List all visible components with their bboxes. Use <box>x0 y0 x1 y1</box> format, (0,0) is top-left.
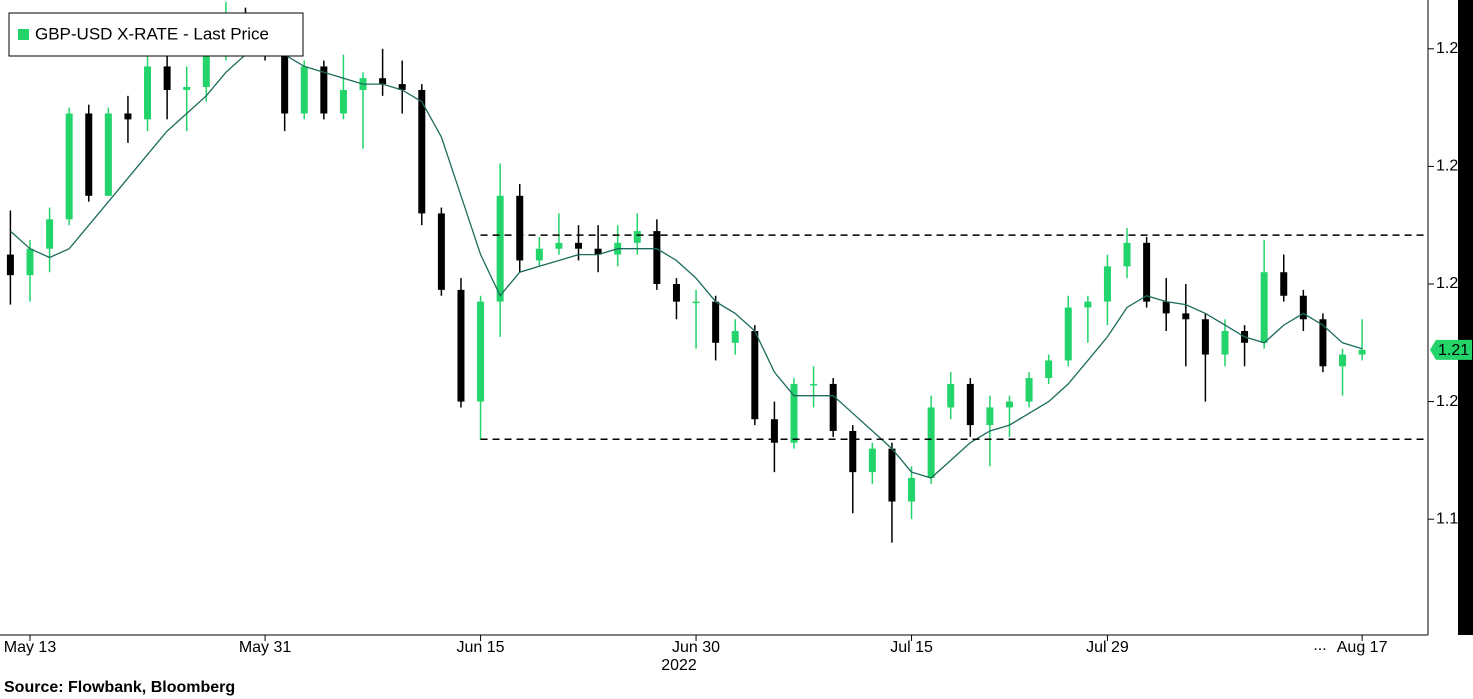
candle-body <box>202 48 210 88</box>
candle-body <box>908 478 916 502</box>
candle-body <box>535 248 543 261</box>
candle-body <box>300 66 308 114</box>
candle-body <box>1182 313 1190 320</box>
candle-body <box>888 448 896 502</box>
x-tick-label: Jun 15 <box>457 639 505 656</box>
candle-body <box>966 383 974 426</box>
candle-body <box>1025 378 1033 402</box>
candle-body <box>829 383 837 431</box>
legend: GBP-USD X-RATE - Last Price <box>8 12 304 57</box>
candle-body <box>1221 331 1229 355</box>
candle-body <box>1143 242 1151 302</box>
candle-body <box>124 113 132 120</box>
candle-body <box>770 419 778 443</box>
candle-body <box>339 89 347 114</box>
candle-body <box>633 231 641 243</box>
candle-body <box>1123 242 1131 267</box>
candle-body <box>457 289 465 402</box>
candle-body <box>516 195 524 261</box>
candle-body <box>379 78 387 85</box>
candle-body <box>1005 401 1013 408</box>
candle-body <box>183 87 191 90</box>
candle-body <box>1201 319 1209 355</box>
candle-body <box>712 301 720 343</box>
x-tick-label: May 31 <box>239 639 292 656</box>
candle-body <box>986 407 994 426</box>
legend-box <box>8 12 304 57</box>
x-tick-label: Aug 17 <box>1337 639 1388 656</box>
candle-body <box>1084 301 1092 308</box>
candle-body <box>320 66 328 114</box>
legend-label: GBP-USD X-RATE - Last Price <box>35 24 269 43</box>
candle-body <box>672 283 680 302</box>
candle-body <box>477 301 485 402</box>
candle-body <box>437 213 445 290</box>
candle-body <box>6 254 14 276</box>
x-tick-label: Jul 29 <box>1086 639 1129 656</box>
plot-area <box>6 1 1428 543</box>
candle-body <box>104 113 112 196</box>
source: Source: Flowbank, Bloomberg <box>4 679 235 696</box>
last-price-tag <box>1430 339 1472 360</box>
candle-body <box>947 383 955 408</box>
candle-body <box>1260 272 1268 343</box>
candle-body <box>790 383 798 443</box>
candle-body <box>575 242 583 249</box>
candle-body <box>496 195 504 302</box>
y-tick-label: 1.22 <box>1436 275 1467 292</box>
candle-body <box>810 383 818 386</box>
candle-body <box>281 54 289 114</box>
x-tick-label: Jul 15 <box>890 639 933 656</box>
candle-body <box>1045 360 1053 379</box>
candle-body <box>163 66 171 90</box>
candle-body <box>1299 295 1307 320</box>
x-tick-label: May 13 <box>4 639 57 656</box>
candle-body <box>398 84 406 90</box>
last-price-label: 1.21 <box>1438 342 1469 359</box>
right-strip <box>1458 0 1473 635</box>
candle-body <box>927 407 935 479</box>
candle-body <box>1319 319 1327 367</box>
candle-body <box>849 430 857 473</box>
candle-body <box>1358 349 1366 355</box>
candle-body <box>1162 301 1170 314</box>
candle-body <box>731 331 739 343</box>
gap-marker: ... <box>1313 637 1326 654</box>
candle-body <box>555 242 563 249</box>
candle-body <box>1064 307 1072 361</box>
candle-body <box>1280 272 1288 296</box>
y-tick-label: 1.26 <box>1436 40 1467 57</box>
x-tick-label: Jun 30 <box>672 639 720 656</box>
y-tick-label: 1.18 <box>1436 510 1467 527</box>
candle-body <box>653 231 661 284</box>
moving-average <box>9 48 1363 479</box>
candle-body <box>751 331 759 420</box>
candle-body <box>26 248 34 276</box>
y-tick-label: 1.20 <box>1436 393 1467 410</box>
candle-body <box>144 66 152 120</box>
candle-body <box>85 113 93 196</box>
candle-body <box>46 219 54 249</box>
y-tick-label: 1.24 <box>1436 158 1467 175</box>
legend-swatch <box>18 29 29 40</box>
candle-body <box>1339 354 1347 367</box>
candle-body <box>65 113 73 220</box>
candle-body <box>692 301 700 304</box>
candle-body <box>1103 266 1111 302</box>
candle-body <box>594 248 602 255</box>
candle-body <box>868 448 876 473</box>
candle-body <box>418 89 426 214</box>
year-label: 2022 <box>661 657 697 674</box>
